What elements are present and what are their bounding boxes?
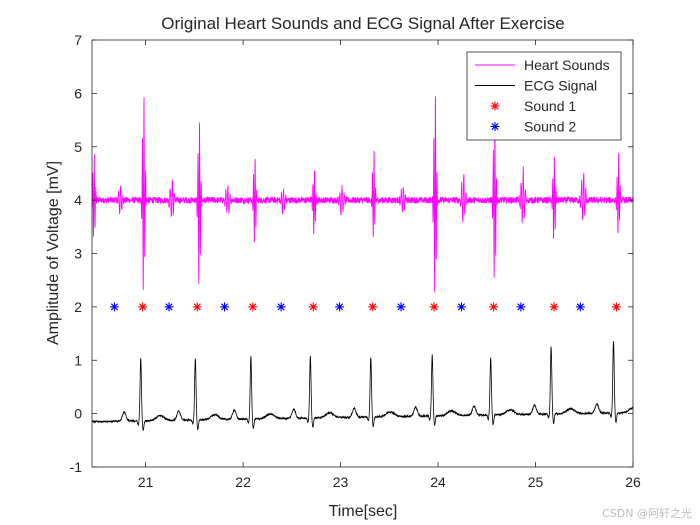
sound-2-marker (516, 302, 526, 312)
ecg-signal-line (91, 341, 634, 431)
chart-title: Original Heart Sounds and ECG Signal Aft… (161, 14, 564, 33)
sound-2-marker (276, 302, 286, 312)
legend-heart-sounds-label: Heart Sounds (524, 57, 610, 73)
y-tick-label: 6 (74, 85, 82, 101)
plot-area (91, 96, 634, 431)
y-tick-label: 5 (74, 139, 82, 155)
sound-1-marker (308, 302, 318, 312)
sound-2-marker (164, 302, 174, 312)
sound-1-marker (429, 302, 439, 312)
watermark: CSDN @阿轩之光 (602, 507, 692, 520)
x-tick-label: 25 (528, 474, 544, 490)
x-tick-label: 22 (235, 474, 251, 490)
y-tick-label: 3 (74, 246, 82, 262)
sound-2-marker (575, 302, 585, 312)
x-tick-label: 24 (430, 474, 446, 490)
sound-2-marker (220, 302, 230, 312)
sound-1-marker (611, 302, 621, 312)
sound-1-marker (549, 302, 559, 312)
heart-sounds-line (91, 96, 634, 293)
y-tick-label: 0 (74, 406, 82, 422)
sound-1-marker (489, 302, 499, 312)
sound-2-marker (396, 302, 406, 312)
sound-1-marker (138, 302, 148, 312)
y-tick-label: 7 (74, 32, 82, 48)
y-tick-label: 2 (74, 299, 82, 315)
sound-2-marker (109, 302, 119, 312)
legend-sound-2-swatch (490, 122, 500, 131)
x-tick-label: 26 (625, 474, 641, 490)
y-tick-label: 1 (74, 352, 82, 368)
sound-1-marker (248, 302, 258, 312)
legend-sound-2-label: Sound 2 (524, 119, 576, 135)
y-tick-label: -1 (70, 459, 83, 475)
legend-box (466, 51, 622, 141)
y-tick-label: 4 (74, 192, 82, 208)
legend-ecg-signal-label: ECG Signal (524, 78, 597, 94)
x-tick-label: 21 (138, 474, 154, 490)
legend: Heart Sounds ECG Signal Sound 1 Sound 2 (466, 51, 622, 141)
sound-1-marker (368, 302, 378, 312)
legend-sound-1-swatch (490, 101, 500, 111)
sound-2-marker (456, 302, 466, 312)
legend-sound-1-label: Sound 1 (524, 98, 576, 114)
x-axis-label: Time[sec] (329, 503, 398, 520)
sound-1-marker (192, 302, 202, 312)
x-tick-label: 23 (333, 474, 349, 490)
y-axis-label: Amplitude of Voltage [mV] (45, 161, 62, 345)
sound-2-marker (335, 302, 345, 312)
